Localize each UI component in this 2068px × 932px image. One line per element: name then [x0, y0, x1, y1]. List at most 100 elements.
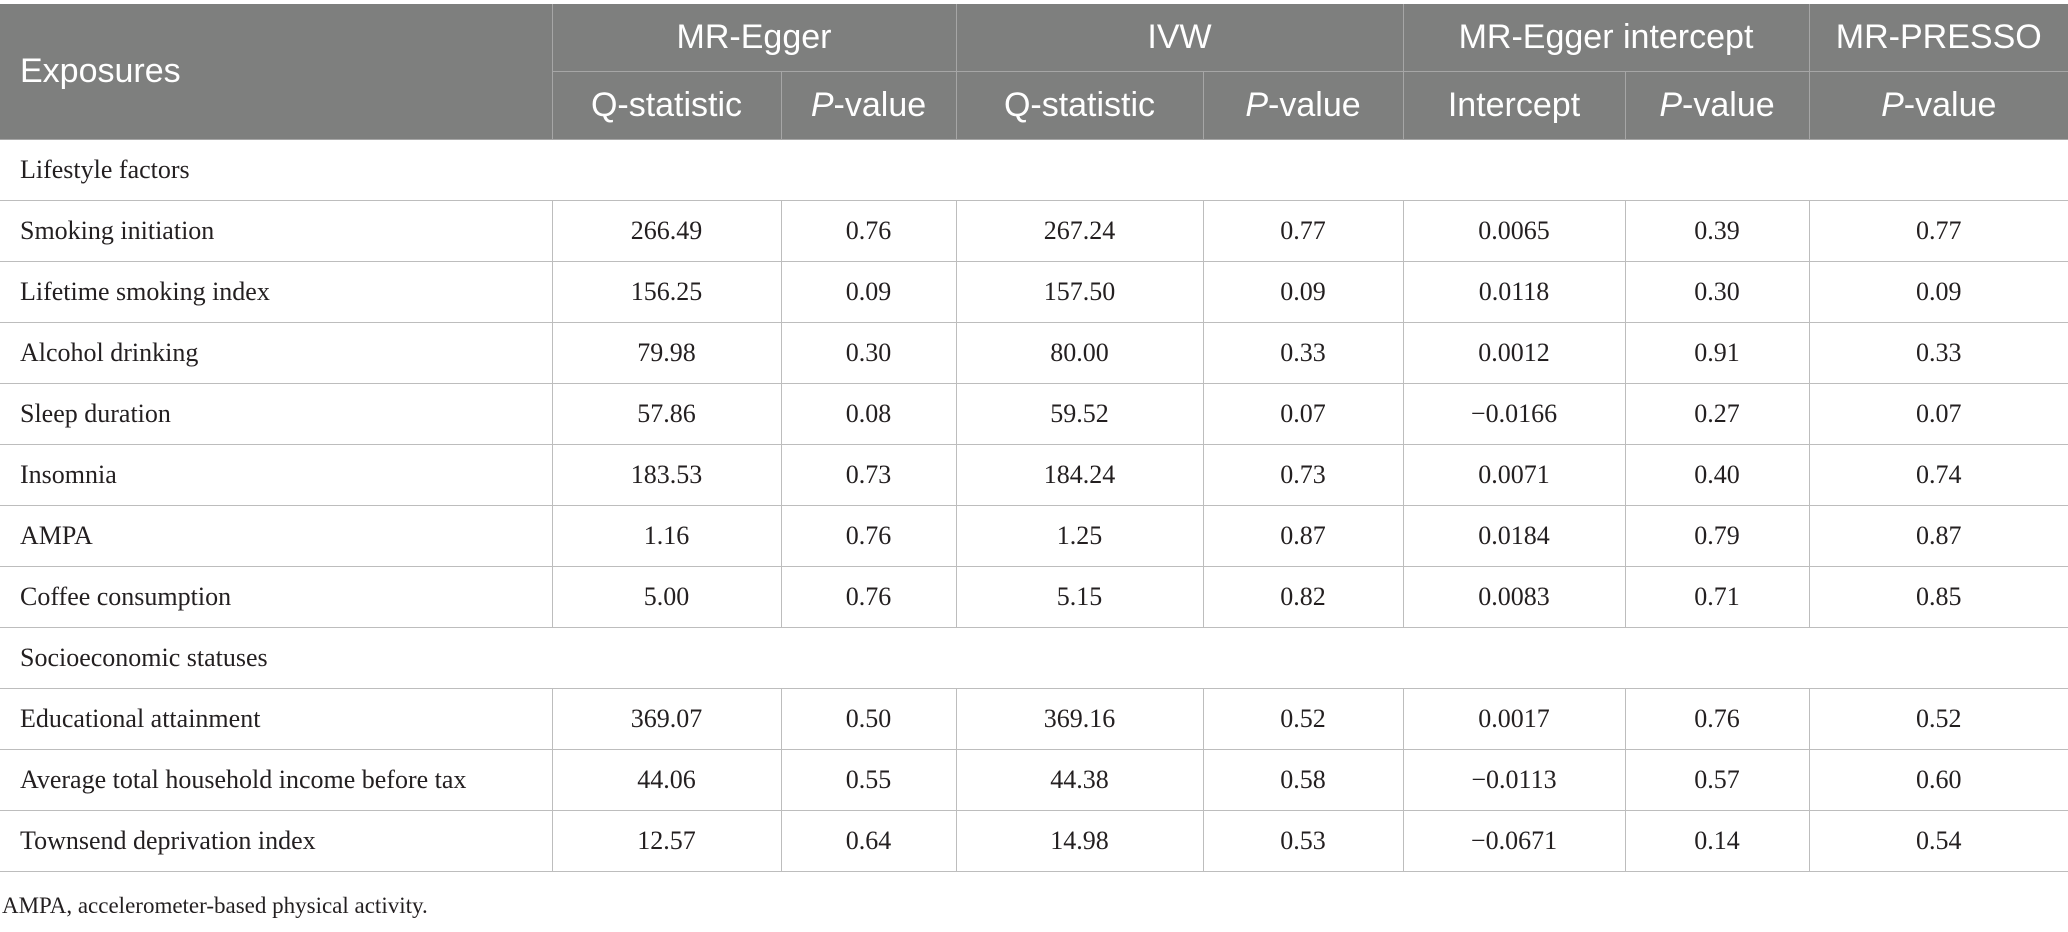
table-row: Alcohol drinking 79.98 0.30 80.00 0.33 0.0012… — [0, 322, 2068, 384]
value-cell: 266.49 — [552, 200, 782, 262]
section-title: Socioeconomic statuses — [0, 627, 2068, 689]
value-cell: 183.53 — [552, 444, 782, 506]
exposure-name: Average total household income before ta… — [0, 749, 553, 811]
value-cell: 267.24 — [956, 200, 1204, 262]
value-cell: 79.98 — [552, 322, 782, 384]
header-group-mr-egger-intercept: MR-Egger intercept — [1403, 4, 1810, 72]
value-cell: 0.39 — [1625, 200, 1810, 262]
value-cell: 0.52 — [1809, 688, 2068, 750]
value-cell: 1.16 — [552, 505, 782, 567]
value-cell: 0.07 — [1203, 383, 1404, 445]
exposure-name: Coffee consumption — [0, 566, 553, 628]
table-row: Sleep duration 57.86 0.08 59.52 0.07 −0.0166 0… — [0, 383, 2068, 445]
header-mr-egger-p: P-value — [781, 71, 957, 140]
value-cell: 0.50 — [781, 688, 957, 750]
exposure-name: AMPA — [0, 505, 553, 567]
value-cell: 0.76 — [781, 505, 957, 567]
header-row-groups: Exposures MR-Egger IVW MR-Egger intercep… — [0, 4, 2068, 140]
table-row: AMPA 1.16 0.76 1.25 0.87 0.0184 0.79 0.87 — [0, 505, 2068, 567]
value-cell: 0.0071 — [1403, 444, 1626, 506]
value-cell: 0.64 — [781, 810, 957, 872]
table-body: Lifestyle factors Smoking initiation 266.4… — [0, 139, 2068, 872]
value-cell: 0.71 — [1625, 566, 1810, 628]
value-cell: 59.52 — [956, 383, 1204, 445]
value-cell: 0.0118 — [1403, 261, 1626, 323]
exposure-name: Insomnia — [0, 444, 553, 506]
value-cell: 0.33 — [1203, 322, 1404, 384]
header-ivw-q: Q-statistic — [956, 71, 1204, 140]
value-cell: 0.40 — [1625, 444, 1810, 506]
value-cell: 157.50 — [956, 261, 1204, 323]
value-cell: 0.57 — [1625, 749, 1810, 811]
value-cell: 5.15 — [956, 566, 1204, 628]
value-cell: −0.0166 — [1403, 383, 1626, 445]
value-cell: 1.25 — [956, 505, 1204, 567]
value-cell: 0.0083 — [1403, 566, 1626, 628]
value-cell: 0.91 — [1625, 322, 1810, 384]
value-cell: 44.38 — [956, 749, 1204, 811]
value-cell: 184.24 — [956, 444, 1204, 506]
value-cell: 0.77 — [1203, 200, 1404, 262]
value-cell: 0.58 — [1203, 749, 1404, 811]
exposure-name: Alcohol drinking — [0, 322, 553, 384]
value-cell: 0.60 — [1809, 749, 2068, 811]
exposure-name: Sleep duration — [0, 383, 553, 445]
header-intercept: Intercept — [1403, 71, 1626, 140]
section-row: Lifestyle factors — [0, 139, 2068, 201]
value-cell: 0.73 — [1203, 444, 1404, 506]
value-cell: 0.07 — [1809, 383, 2068, 445]
value-cell: 0.52 — [1203, 688, 1404, 750]
value-cell: 0.0012 — [1403, 322, 1626, 384]
section-row: Socioeconomic statuses — [0, 627, 2068, 689]
header-ivw-p: P-value — [1203, 71, 1404, 140]
value-cell: 12.57 — [552, 810, 782, 872]
value-cell: 0.0065 — [1403, 200, 1626, 262]
value-cell: 0.0017 — [1403, 688, 1626, 750]
value-cell: 0.33 — [1809, 322, 2068, 384]
value-cell: 44.06 — [552, 749, 782, 811]
value-cell: 0.77 — [1809, 200, 2068, 262]
header-group-mr-presso: MR-PRESSO — [1809, 4, 2068, 72]
value-cell: 80.00 — [956, 322, 1204, 384]
value-cell: 0.53 — [1203, 810, 1404, 872]
value-cell: 0.30 — [1625, 261, 1810, 323]
header-row-subheaders: Q-statistic P-value Q-statistic P-value … — [0, 71, 2068, 140]
footnote: AMPA, accelerometer-based physical activ… — [2, 893, 428, 918]
exposure-name: Lifetime smoking index — [0, 261, 553, 323]
value-cell: 0.73 — [781, 444, 957, 506]
section-title: Lifestyle factors — [0, 139, 2068, 201]
header-mr-egger-q: Q-statistic — [552, 71, 782, 140]
header-mr-presso-p: P-value — [1809, 71, 2068, 140]
value-cell: 0.09 — [781, 261, 957, 323]
value-cell: 369.07 — [552, 688, 782, 750]
value-cell: 0.30 — [781, 322, 957, 384]
value-cell: 156.25 — [552, 261, 782, 323]
header-exposures: Exposures — [0, 4, 553, 140]
value-cell: 5.00 — [552, 566, 782, 628]
value-cell: −0.0671 — [1403, 810, 1626, 872]
value-cell: 0.09 — [1809, 261, 2068, 323]
table-row: Lifetime smoking index 156.25 0.09 157.50 0.… — [0, 261, 2068, 323]
value-cell: 57.86 — [552, 383, 782, 445]
table-row: Coffee consumption 5.00 0.76 5.15 0.82 0.0083… — [0, 566, 2068, 628]
value-cell: 0.14 — [1625, 810, 1810, 872]
exposure-name: Educational attainment — [0, 688, 553, 750]
table-row: Educational attainment 369.07 0.50 369.16 0.… — [0, 688, 2068, 750]
value-cell: 0.08 — [781, 383, 957, 445]
header-group-ivw: IVW — [956, 4, 1404, 72]
value-cell: 0.87 — [1809, 505, 2068, 567]
value-cell: 0.09 — [1203, 261, 1404, 323]
header-group-mr-egger: MR-Egger — [552, 4, 957, 72]
value-cell: 0.76 — [1625, 688, 1810, 750]
value-cell: 0.87 — [1203, 505, 1404, 567]
value-cell: 0.76 — [781, 566, 957, 628]
value-cell: 0.0184 — [1403, 505, 1626, 567]
value-cell: −0.0113 — [1403, 749, 1626, 811]
exposure-name: Smoking initiation — [0, 200, 553, 262]
value-cell: 0.27 — [1625, 383, 1810, 445]
table-header: Exposures MR-Egger IVW MR-Egger intercep… — [0, 4, 2068, 140]
value-cell: 0.76 — [781, 200, 957, 262]
value-cell: 0.74 — [1809, 444, 2068, 506]
table-row: Average total household income before ta… — [0, 749, 2068, 811]
value-cell: 369.16 — [956, 688, 1204, 750]
